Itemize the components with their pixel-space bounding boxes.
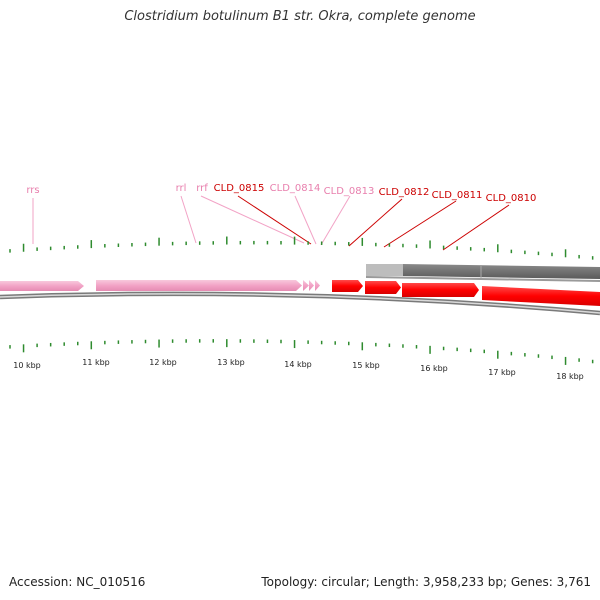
gene-label-CLD-0812: CLD_0812 (379, 187, 430, 198)
axis-label-11kbp: 11 kbp (82, 358, 110, 367)
map-title: Clostridium botulinum B1 str. Okra, comp… (124, 9, 476, 24)
gene-label-rrl: rrl (176, 183, 187, 194)
connector-CLD-0811 (383, 200, 457, 248)
gene-label-rrf: rrf (196, 183, 208, 194)
axis-label-15kbp: 15 kbp (352, 361, 380, 370)
backbone-inner (0, 293, 600, 314)
bar-baseline (365, 276, 600, 282)
feature-CLD-0811 (402, 283, 479, 297)
connector-CLD-0815 (237, 195, 312, 245)
axis-label-12kbp: 12 kbp (149, 358, 177, 367)
feature-CLD-0815 (332, 280, 363, 292)
connector-rrl (180, 195, 197, 244)
gene-label-CLD-0811: CLD_0811 (432, 190, 483, 201)
gene-label-CLD-0814: CLD_0814 (270, 183, 321, 194)
axis-label-17kbp: 17 kbp (488, 368, 516, 377)
accession-text: Accession: NC_010516 (9, 575, 146, 589)
axis-label-16kbp: 16 kbp (420, 364, 448, 373)
bar-segment-dark (403, 264, 600, 279)
upper-ticks (9, 236, 594, 260)
axis-label-14kbp: 14 kbp (284, 360, 312, 369)
connector-CLD-0812 (348, 198, 403, 247)
feature-CLD-0814 (309, 280, 314, 291)
axis-label-18kbp: 18 kbp (556, 372, 584, 381)
lower-ticks (9, 339, 594, 365)
connector-rrf (200, 195, 305, 244)
connector-CLD-0810 (442, 204, 510, 251)
axis-label-13kbp: 13 kbp (217, 358, 245, 367)
gene-label-rrs: rrs (26, 185, 39, 196)
gene-label-CLD-0810: CLD_0810 (486, 193, 537, 204)
gene-label-CLD-0815: CLD_0815 (214, 183, 265, 194)
feature-rrs (0, 281, 84, 291)
feature-rrl (96, 280, 302, 291)
feature-CLD-0813 (315, 280, 320, 291)
connector-CLD-0814 (294, 195, 317, 245)
genome-summary: Topology: circular; Length: 3,958,233 bp… (261, 575, 591, 589)
bar-segment-light (366, 264, 403, 276)
gene-label-CLD-0813: CLD_0813 (324, 186, 375, 197)
connector-CLD-0813 (320, 195, 351, 246)
feature-CLD-0812 (365, 281, 401, 294)
axis-label-10kbp: 10 kbp (13, 361, 41, 370)
feature-CLD-0810 (482, 286, 600, 306)
feature-rrf (303, 280, 309, 291)
